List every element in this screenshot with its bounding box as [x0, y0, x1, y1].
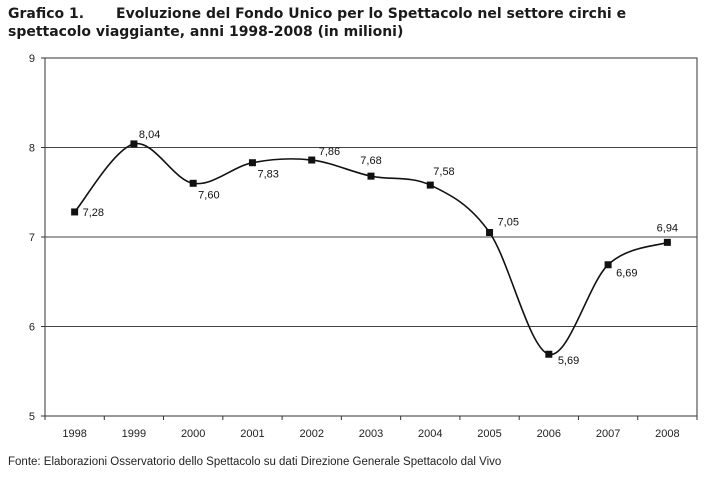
data-label-2001: 7,83: [257, 169, 278, 181]
source-note: Fonte: Elaborazioni Osservatorio dello S…: [8, 456, 502, 468]
data-label-1998: 7,28: [83, 207, 104, 219]
x-tick-label-2004: 2004: [418, 428, 442, 440]
y-tick-label-8: 8: [29, 143, 35, 155]
data-label-2005: 7,05: [498, 217, 519, 229]
x-tick-label-2002: 2002: [299, 428, 323, 440]
point-marker-1998: [71, 208, 79, 216]
x-tick-label-2008: 2008: [655, 428, 679, 440]
chart-title-text: Evoluzione del Fondo Unico per lo Spetta…: [8, 6, 627, 40]
y-tick-label-5: 5: [29, 411, 35, 423]
point-marker-2008: [663, 238, 671, 246]
x-tick-label-2005: 2005: [477, 428, 501, 440]
data-label-1999: 8,04: [139, 129, 160, 141]
x-tick-label-2006: 2006: [537, 428, 561, 440]
x-tick-label-2007: 2007: [596, 428, 620, 440]
x-tick-label-2000: 2000: [181, 428, 205, 440]
y-tick-label-6: 6: [29, 322, 35, 334]
point-marker-2001: [248, 159, 256, 167]
series-line: [74, 142, 668, 356]
x-tick-label-1998: 1998: [62, 428, 86, 440]
point-marker-2003: [367, 172, 375, 180]
data-label-2002: 7,86: [319, 146, 340, 158]
y-tick-label-9: 9: [29, 53, 35, 65]
x-tick-label-1999: 1999: [122, 428, 146, 440]
point-marker-2007: [604, 261, 612, 269]
data-label-2006: 5,69: [558, 355, 579, 367]
chart-title: Grafico 1. Evoluzione del Fondo Unico per…: [8, 5, 703, 41]
data-label-2000: 7,60: [198, 189, 219, 201]
y-tick-label-7: 7: [29, 232, 35, 244]
point-marker-2004: [426, 181, 434, 189]
point-marker-1999: [130, 140, 138, 148]
data-label-2008: 6,94: [657, 222, 678, 234]
point-marker-2000: [189, 179, 197, 187]
data-label-2004: 7,58: [433, 166, 454, 178]
point-marker-2005: [486, 229, 494, 237]
x-tick-label-2003: 2003: [359, 428, 383, 440]
x-tick-label-2001: 2001: [240, 428, 264, 440]
chart-number: Grafico 1.: [8, 6, 85, 22]
point-marker-2002: [308, 156, 316, 164]
data-label-2007: 6,69: [616, 268, 637, 280]
point-marker-2006: [545, 350, 553, 358]
data-label-2003: 7,68: [360, 155, 381, 167]
